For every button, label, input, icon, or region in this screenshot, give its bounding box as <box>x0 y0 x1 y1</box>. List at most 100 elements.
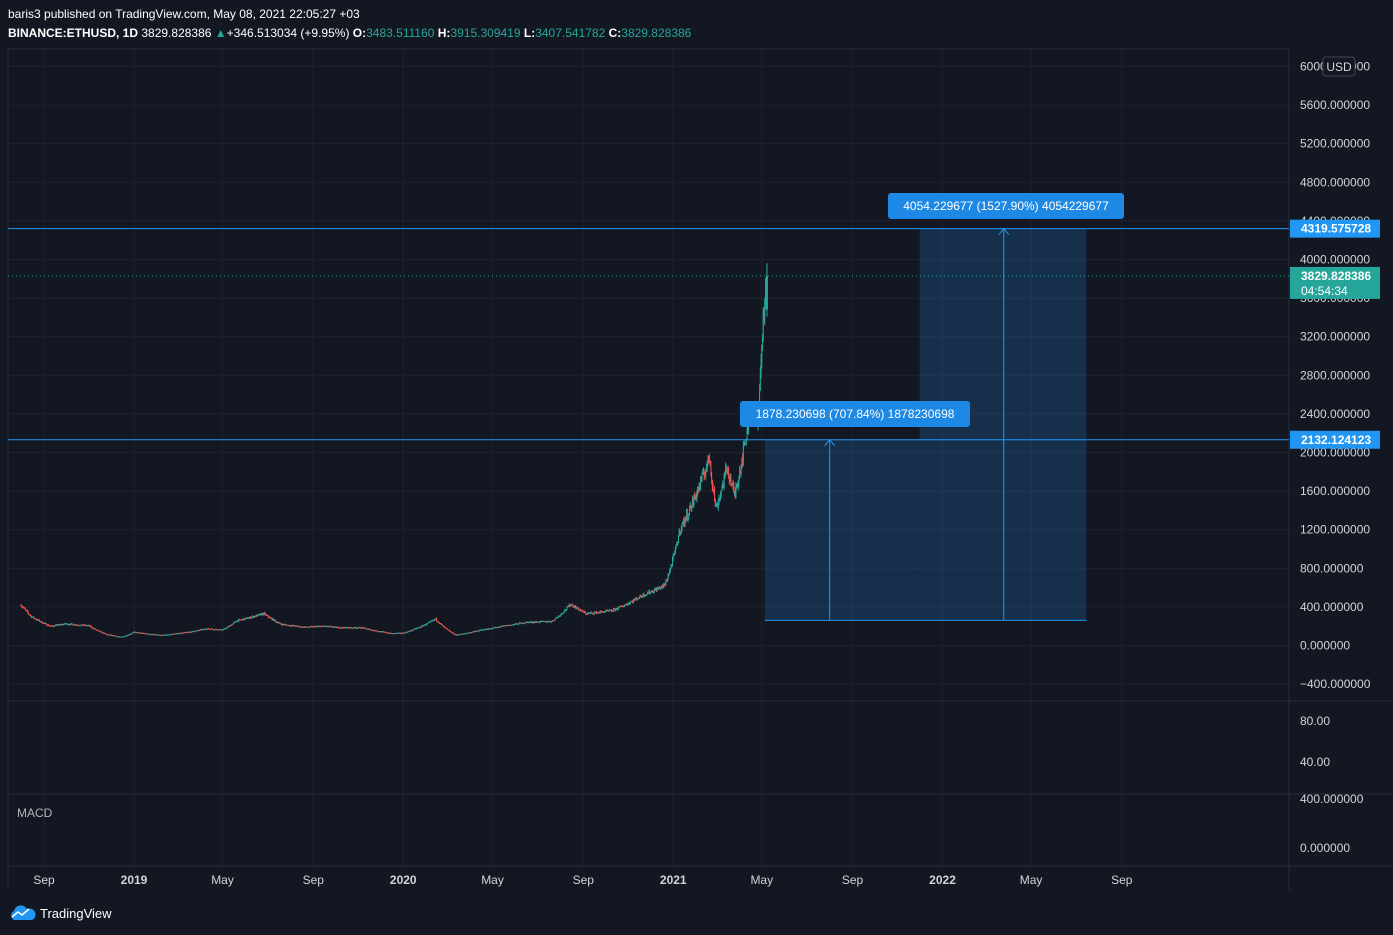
candle-body <box>548 621 550 623</box>
candle-body <box>365 627 367 629</box>
publish-info: baris3 published on TradingView.com, May… <box>8 7 360 21</box>
candle-body <box>232 623 234 625</box>
candle-body <box>415 628 417 630</box>
candle-body <box>702 471 704 474</box>
candle-body <box>734 491 736 495</box>
price-tick-label: 4000.000000 <box>1300 253 1370 267</box>
candle-body <box>296 625 298 627</box>
candle-body <box>26 610 28 612</box>
candle-body <box>489 628 490 630</box>
candle-body <box>228 626 229 628</box>
candle-body <box>48 624 49 626</box>
candle-body <box>428 622 430 624</box>
candle-body <box>101 631 102 633</box>
candle-body <box>391 633 392 635</box>
candle-body <box>39 619 40 622</box>
candle-body <box>472 631 474 633</box>
candle-body <box>725 466 727 468</box>
candle-body <box>141 633 143 635</box>
candle-body <box>267 615 269 617</box>
candle-body <box>394 633 396 635</box>
price-chart[interactable]: 1878.230698 (707.84%) 1878230698 4054.229… <box>0 0 1393 900</box>
candle-body <box>511 624 513 626</box>
candle-body <box>717 502 719 508</box>
candle-body <box>228 625 230 627</box>
candle-body <box>632 601 634 603</box>
candle-body <box>109 634 111 636</box>
candle-body <box>643 593 645 597</box>
high-value: 3915.309419 <box>450 26 521 40</box>
candle-body <box>362 627 364 629</box>
candle-body <box>703 471 704 475</box>
candle-body <box>326 626 327 628</box>
candle-body <box>554 620 555 622</box>
candle-body <box>490 628 492 630</box>
candle-body <box>154 634 156 636</box>
high-label: H: <box>437 26 451 40</box>
candle-body <box>612 611 614 613</box>
candle-body <box>502 625 504 627</box>
candle-body <box>531 621 533 623</box>
candle-body <box>186 632 188 634</box>
candle-body <box>298 626 300 628</box>
tradingview-logo-icon <box>11 905 36 920</box>
candle-body <box>542 620 544 622</box>
candle-body <box>120 636 122 638</box>
candle-body <box>353 627 355 629</box>
candle-body <box>698 485 700 491</box>
candle-body <box>262 613 264 615</box>
candle-body <box>717 504 718 508</box>
candle-body <box>463 633 465 635</box>
candle-body <box>152 634 153 636</box>
candle-body <box>31 616 33 618</box>
candle-body <box>668 574 670 576</box>
price-tick-label: −400.000000 <box>1300 677 1371 691</box>
tradingview-brand[interactable]: TradingView <box>40 905 112 921</box>
candle-body <box>328 626 330 628</box>
candle-body <box>422 625 423 627</box>
candle-body <box>430 621 431 623</box>
candle-body <box>655 589 656 591</box>
candle-body <box>129 634 130 636</box>
candle-body <box>488 628 490 630</box>
candle-body <box>381 631 383 633</box>
candle-body <box>700 478 702 482</box>
candle-body <box>579 609 580 611</box>
candle-body <box>172 633 174 635</box>
candle-body <box>323 626 325 628</box>
candle-body <box>326 625 328 627</box>
price-tick-label: 1600.000000 <box>1300 484 1370 498</box>
candle-body <box>308 627 310 629</box>
candle-body <box>536 621 538 623</box>
candle-body <box>255 615 257 617</box>
candle-body <box>31 615 32 618</box>
candle-body <box>350 627 352 629</box>
candle-body <box>546 621 548 623</box>
candle-body <box>207 628 209 630</box>
candle-body <box>88 625 90 627</box>
candle-body <box>693 496 695 505</box>
candle-body <box>627 604 628 606</box>
candle-body <box>514 623 516 625</box>
candle-body <box>589 612 591 614</box>
candle-body <box>318 626 320 628</box>
candle-body <box>185 632 187 634</box>
time-tick-label: Sep <box>573 873 595 887</box>
candle-body <box>537 621 539 623</box>
candle-body <box>622 606 624 608</box>
candle-body <box>34 618 35 620</box>
candle-body <box>240 619 242 621</box>
candle-body <box>727 469 729 471</box>
candle-body <box>416 628 417 630</box>
candle-body <box>641 596 643 598</box>
candle-body <box>132 632 134 634</box>
symbol-name[interactable]: BINANCE:ETHUSD, 1D <box>8 26 139 40</box>
candle-body <box>676 543 678 545</box>
low-label: L: <box>523 26 536 40</box>
candle-body <box>160 635 162 637</box>
candle-body <box>306 626 308 628</box>
candle-body <box>579 609 581 611</box>
candle-body <box>225 628 226 630</box>
candle-body <box>683 519 684 524</box>
candle-body <box>591 612 593 614</box>
